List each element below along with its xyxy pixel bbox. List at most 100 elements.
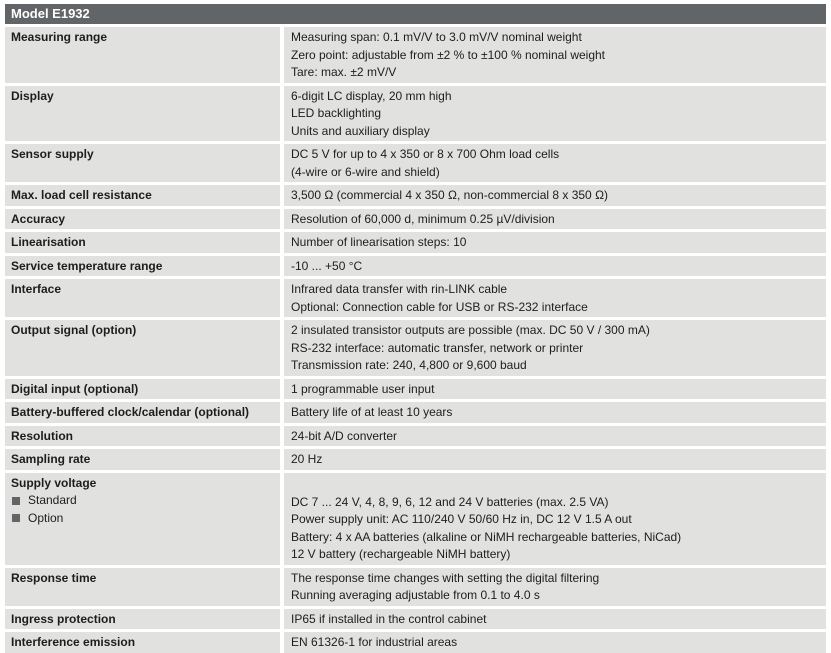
spec-label: Display [11,88,54,103]
spec-label-cell: Measuring range [5,27,280,83]
spec-label-cell: Linearisation [5,232,280,253]
spec-label: Sampling rate [11,452,91,466]
spec-value-line: Resolution of 60,000 d, minimum 0.25 µV/… [291,211,555,226]
spec-value-cell: 24-bit A/D converter [284,425,826,446]
spec-label-cell: Ingress protection [5,608,280,629]
spec-label: Digital input (optional) [11,381,139,396]
spec-label: Measuring range [11,30,108,44]
spec-value-line: Battery life of at least 10 years [291,405,453,419]
table-row: Accuracy Resolution of 60,000 d, minimum… [5,208,826,229]
spec-value-line: DC 7 ... 24 V, 4, 8, 9, 6, 12 and 24 V b… [291,494,609,509]
table-row: Sampling rate 20 Hz [5,449,826,470]
spec-label: Linearisation [11,235,86,249]
spec-value-cell: 1 programmable user input [284,378,826,399]
spec-label: Resolution [11,428,73,443]
spec-label: Sensor supply [11,147,94,161]
table-title: Model E1932 [5,4,826,24]
table-row: Display 6-digit LC display, 20 mm high LE… [5,85,826,141]
spec-value-line: 12 V battery (rechargeable NiMH battery) [291,547,511,561]
table-row: Sensor supply DC 5 V for up to 4 x 350 o… [5,144,826,182]
table-row: Measuring range Measuring span: 0.1 mV/V… [5,27,826,83]
spec-value-line: Number of linearisation steps: 10 [291,235,467,249]
spec-value-line: Transmission rate: 240, 4,800 or 9,600 b… [291,358,527,372]
spec-value-line: Running averaging adjustable from 0.1 to… [291,588,540,602]
spec-label-cell: Display [5,85,280,141]
table-row: Supply voltage Standard Option DC 7 ... 2… [5,472,826,565]
spec-value-cell: Number of linearisation steps: 10 [284,232,826,253]
spec-value-cell: 3,500 Ω (commercial 4 x 350 Ω, non-comme… [284,185,826,206]
spec-value-line: Infrared data transfer with rin-LINK cab… [291,282,508,296]
spec-label: Output signal (option) [11,323,137,337]
spec-value-cell: Measuring span: 0.1 mV/V to 3.0 mV/V nom… [284,27,826,83]
spec-label: Interference emission [11,635,136,649]
spec-value-line: 1 programmable user input [291,381,435,396]
spec-label-cell: Response time [5,567,280,606]
table-row: Interference emission EN 61326-1 for ind… [5,632,826,653]
spec-value-cell: DC 7 ... 24 V, 4, 8, 9, 6, 12 and 24 V b… [284,472,826,565]
bullet-square-icon [12,496,20,505]
spec-label: Ingress protection [11,611,116,626]
spec-label: Accuracy [11,211,66,226]
spec-value-line: IP65 if installed in the control cabinet [291,611,487,626]
spec-label-cell: Max. load cell resistance [5,185,280,206]
spec-label-cell: Interface [5,279,280,317]
spec-label-cell: Accuracy [5,208,280,229]
bullet-label: Option [28,510,64,525]
spec-value-line: Power supply unit: AC 110/240 V 50/60 Hz… [291,512,632,526]
table-row: Resolution 24-bit A/D converter [5,425,826,446]
spec-value-line: 24-bit A/D converter [291,428,398,443]
table-row: Digital input (optional) 1 programmable … [5,378,826,399]
spec-value-cell: 20 Hz [284,449,826,470]
spec-label-cell: Supply voltage Standard Option [5,472,280,565]
spec-value-cell: 6-digit LC display, 20 mm high LED backli… [284,85,826,141]
spec-label-cell: Output signal (option) [5,320,280,376]
table-row: Ingress protection IP65 if installed in … [5,608,826,629]
spec-value-line: EN 61326-1 for industrial areas [291,635,458,649]
spec-value-cell: 2 insulated transistor outputs are possi… [284,320,826,376]
table-row: Output signal (option) 2 insulated trans… [5,320,826,376]
spec-label-cell: Resolution [5,425,280,446]
spec-label-cell: Interference emission [5,632,280,653]
spec-value-line: Battery: 4 x AA batteries (alkaline or N… [291,529,682,544]
spec-label: Response time [11,570,97,585]
spec-value-line: Optional: Connection cable for USB or RS… [291,299,588,314]
spec-value-cell: IP65 if installed in the control cabinet [284,608,826,629]
bullet-square-icon [12,514,20,523]
spec-value-cell: Resolution of 60,000 d, minimum 0.25 µV/… [284,208,826,229]
bullet-item: Standard [11,492,274,510]
spec-value-line: Measuring span: 0.1 mV/V to 3.0 mV/V nom… [291,30,582,44]
spec-value-line: Units and auxiliary display [291,123,430,138]
spec-value-line: Tare: max. ±2 mV/V [291,65,397,79]
spec-label: Supply voltage [11,475,97,490]
table-row: Battery-buffered clock/calendar (optiona… [5,402,826,423]
spec-label-cell: Sensor supply [5,144,280,182]
spec-label: Max. load cell resistance [11,188,152,202]
bullet-label: Standard [28,493,77,507]
spec-value-cell: Battery life of at least 10 years [284,402,826,423]
spec-value-line: DC 5 V for up to 4 x 350 or 8 x 700 Ohm … [291,147,560,161]
spec-value-line: -10 ... +50 °C [291,258,363,273]
spec-label: Interface [11,282,62,296]
bullet-item: Option [11,510,274,528]
spec-value-line: 3,500 Ω (commercial 4 x 350 Ω, non-comme… [291,188,609,202]
spec-table: Measuring range Measuring span: 0.1 mV/V… [5,27,826,653]
table-row: Max. load cell resistance 3,500 Ω (comme… [5,185,826,206]
spec-value-cell: DC 5 V for up to 4 x 350 or 8 x 700 Ohm … [284,144,826,182]
spec-label: Battery-buffered clock/calendar (optiona… [11,405,250,419]
spec-value-line: LED backlighting [291,106,382,120]
spec-label-cell: Digital input (optional) [5,378,280,399]
spec-value-cell: Infrared data transfer with rin-LINK cab… [284,279,826,317]
spec-label-cell: Battery-buffered clock/calendar (optiona… [5,402,280,423]
spec-label: Service temperature range [11,258,163,273]
table-row: Response time The response time changes … [5,567,826,606]
spec-value-cell: EN 61326-1 for industrial areas [284,632,826,653]
table-row: Linearisation Number of linearisation st… [5,232,826,253]
spec-label-cell: Sampling rate [5,449,280,470]
table-row: Service temperature range -10 ... +50 °C [5,255,826,276]
table-row: Interface Infrared data transfer with ri… [5,279,826,317]
spec-value-cell: -10 ... +50 °C [284,255,826,276]
spec-value-line: The response time changes with setting t… [291,570,600,585]
spec-value-line: 2 insulated transistor outputs are possi… [291,323,650,337]
spec-value-cell: The response time changes with setting t… [284,567,826,606]
